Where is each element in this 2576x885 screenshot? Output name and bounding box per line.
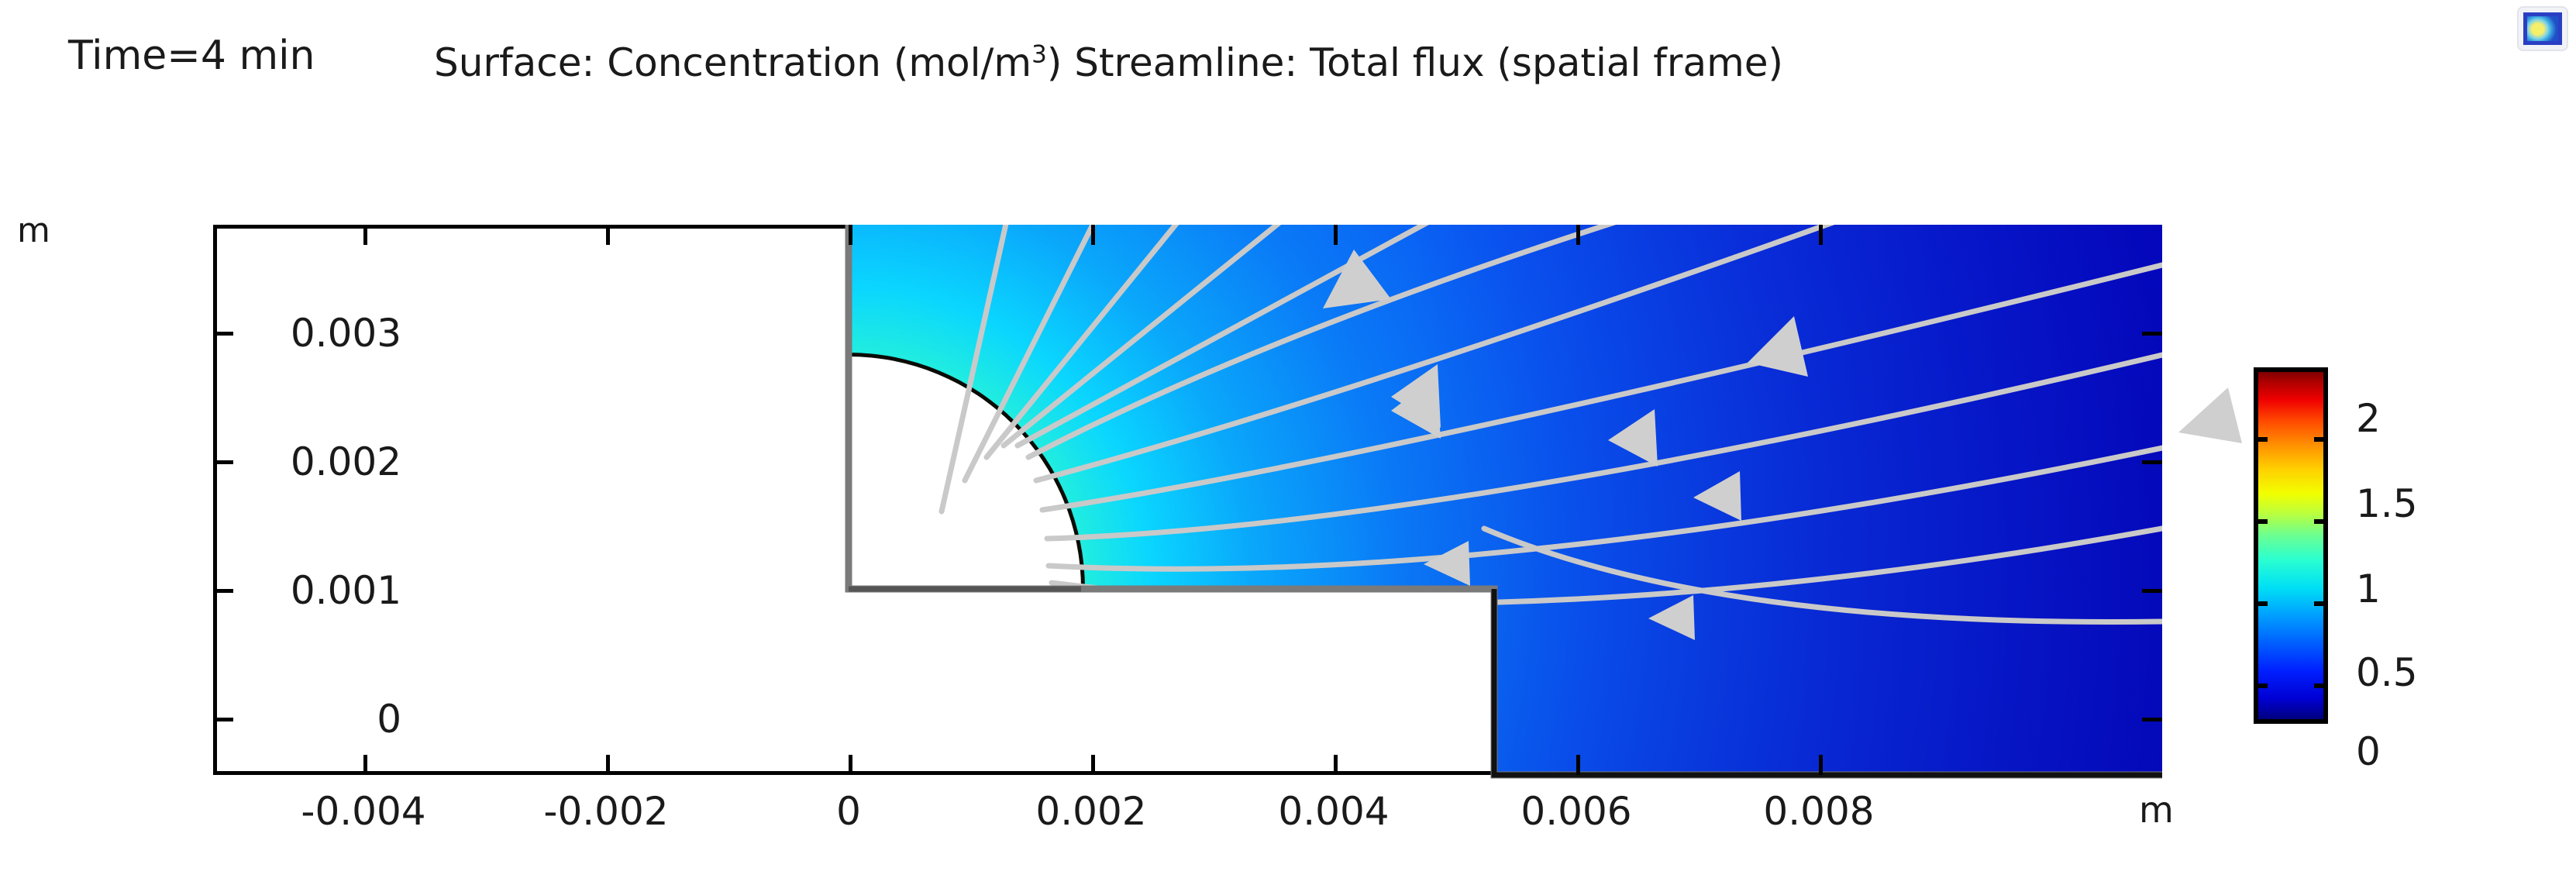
colorbar-tick bbox=[2254, 601, 2268, 606]
colorbar-label: 0.5 bbox=[2356, 650, 2418, 695]
x-tick-top bbox=[1334, 225, 1338, 245]
y-tick-label: 0.003 bbox=[290, 311, 401, 356]
flux-arrow bbox=[1424, 541, 1470, 586]
y-tick bbox=[213, 460, 233, 464]
plot-title-prefix: Surface: Concentration (mol/m bbox=[434, 40, 1032, 85]
y-tick bbox=[213, 718, 233, 721]
x-tick-label: -0.002 bbox=[543, 789, 669, 834]
plot-title-suffix: ) Streamline: Total flux (spatial frame) bbox=[1046, 40, 1784, 85]
y-tick-right bbox=[2142, 718, 2162, 721]
y-tick-right bbox=[2142, 589, 2162, 593]
x-tick-label: 0 bbox=[836, 789, 861, 834]
streamline-arrow bbox=[2178, 387, 2242, 443]
x-tick-top bbox=[849, 225, 852, 245]
x-tick bbox=[849, 755, 852, 775]
page-title: Surface: Concentration (mol/m3) Streamli… bbox=[434, 40, 1783, 85]
x-tick-top bbox=[363, 225, 367, 245]
time-annotation: Time=4 min bbox=[68, 33, 315, 79]
x-tick-label: -0.004 bbox=[301, 789, 426, 834]
flux-arrow bbox=[1648, 595, 1695, 640]
x-tick bbox=[1334, 755, 1338, 775]
colorbar-tick bbox=[2314, 519, 2328, 524]
y-tick-right bbox=[2142, 460, 2162, 464]
colorbar-tick bbox=[2314, 437, 2328, 442]
colorbar-label: 1.5 bbox=[2356, 481, 2418, 526]
plot-title-superscript: 3 bbox=[1031, 40, 1047, 69]
x-tick-label: 0.002 bbox=[1035, 789, 1147, 834]
x-tick-label: 0.006 bbox=[1520, 789, 1632, 834]
flux-arrow-overlay bbox=[1391, 364, 1741, 640]
y-tick-right bbox=[2142, 332, 2162, 336]
x-tick-label: 0.004 bbox=[1278, 789, 1390, 834]
x-tick bbox=[363, 755, 367, 775]
x-axis-unit-label: m bbox=[2139, 789, 2174, 831]
flux-arrow bbox=[1693, 471, 1741, 521]
title-row: Time=4 min Surface: Concentration (mol/m… bbox=[0, 22, 2247, 85]
colorbar[interactable] bbox=[2254, 367, 2328, 724]
x-tick bbox=[1819, 755, 1823, 775]
logo-thumbnail bbox=[2523, 12, 2562, 45]
colorbar-tick bbox=[2314, 684, 2328, 688]
x-tick bbox=[1576, 755, 1580, 775]
colorbar-label: 2 bbox=[2356, 396, 2381, 441]
colorbar-label: 0 bbox=[2356, 729, 2381, 774]
comsol-plot-logo-icon[interactable] bbox=[2517, 6, 2568, 51]
y-tick-label: 0.001 bbox=[290, 568, 401, 613]
x-tick bbox=[606, 755, 610, 775]
colorbar-tick bbox=[2314, 601, 2328, 606]
x-tick-top bbox=[1576, 225, 1580, 245]
x-tick bbox=[1091, 755, 1095, 775]
y-axis-unit-label: m bbox=[17, 211, 50, 250]
x-tick-top bbox=[1091, 225, 1095, 245]
y-tick bbox=[213, 332, 233, 336]
x-tick-top bbox=[1819, 225, 1823, 245]
y-tick-label: 0.002 bbox=[290, 439, 401, 484]
colorbar-tick bbox=[2254, 437, 2268, 442]
colorbar-label: 1 bbox=[2356, 566, 2381, 611]
x-tick-top bbox=[606, 225, 610, 245]
y-tick-label: 0 bbox=[377, 697, 401, 742]
flux-arrow bbox=[1391, 364, 1441, 428]
y-tick bbox=[213, 589, 233, 593]
colorbar-tick bbox=[2254, 684, 2268, 688]
flux-arrow bbox=[1608, 409, 1658, 467]
x-tick-label: 0.008 bbox=[1763, 789, 1875, 834]
colorbar-tick bbox=[2254, 519, 2268, 524]
